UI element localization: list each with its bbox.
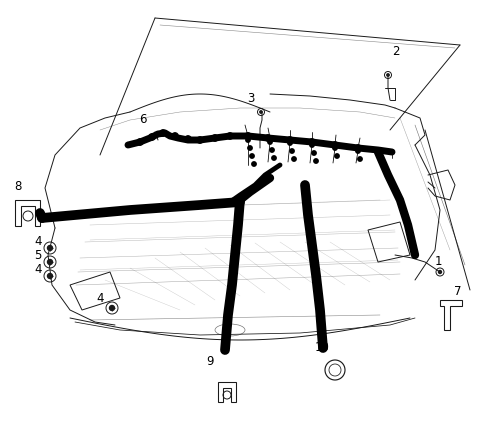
Circle shape xyxy=(160,130,166,136)
Circle shape xyxy=(272,156,276,160)
Circle shape xyxy=(48,259,52,264)
Circle shape xyxy=(356,149,360,153)
Text: 4: 4 xyxy=(34,263,42,276)
Circle shape xyxy=(309,139,315,145)
Circle shape xyxy=(172,133,178,139)
Text: 10: 10 xyxy=(314,341,329,354)
Text: 2: 2 xyxy=(392,45,400,58)
Circle shape xyxy=(197,137,203,143)
Circle shape xyxy=(332,142,338,148)
Circle shape xyxy=(290,149,294,153)
Circle shape xyxy=(355,145,361,151)
Circle shape xyxy=(185,136,191,142)
Circle shape xyxy=(312,151,316,155)
Circle shape xyxy=(310,143,314,147)
Circle shape xyxy=(245,133,251,139)
Circle shape xyxy=(292,157,296,161)
Text: 9: 9 xyxy=(206,355,214,368)
Text: 4: 4 xyxy=(96,292,104,305)
Circle shape xyxy=(137,139,143,145)
Circle shape xyxy=(439,270,442,273)
Circle shape xyxy=(265,135,271,141)
Circle shape xyxy=(358,157,362,161)
Text: 5: 5 xyxy=(34,249,42,262)
Circle shape xyxy=(375,148,381,154)
Circle shape xyxy=(270,148,274,152)
Text: 8: 8 xyxy=(14,180,22,193)
Circle shape xyxy=(268,140,272,144)
Circle shape xyxy=(250,154,254,158)
Circle shape xyxy=(287,137,293,143)
Circle shape xyxy=(252,162,256,166)
Circle shape xyxy=(48,246,52,251)
Text: 1: 1 xyxy=(434,255,442,268)
Circle shape xyxy=(333,146,337,150)
Circle shape xyxy=(288,141,292,145)
Text: 7: 7 xyxy=(454,285,462,298)
Circle shape xyxy=(149,134,155,140)
Circle shape xyxy=(260,111,262,113)
Circle shape xyxy=(109,305,115,310)
Circle shape xyxy=(335,154,339,158)
Text: 4: 4 xyxy=(34,235,42,248)
Text: 3: 3 xyxy=(247,92,255,105)
Circle shape xyxy=(48,273,52,279)
Text: 6: 6 xyxy=(139,113,147,126)
Circle shape xyxy=(248,146,252,150)
Circle shape xyxy=(246,138,250,142)
Circle shape xyxy=(387,74,389,76)
Circle shape xyxy=(227,133,233,139)
Circle shape xyxy=(212,135,218,141)
Circle shape xyxy=(314,159,318,163)
